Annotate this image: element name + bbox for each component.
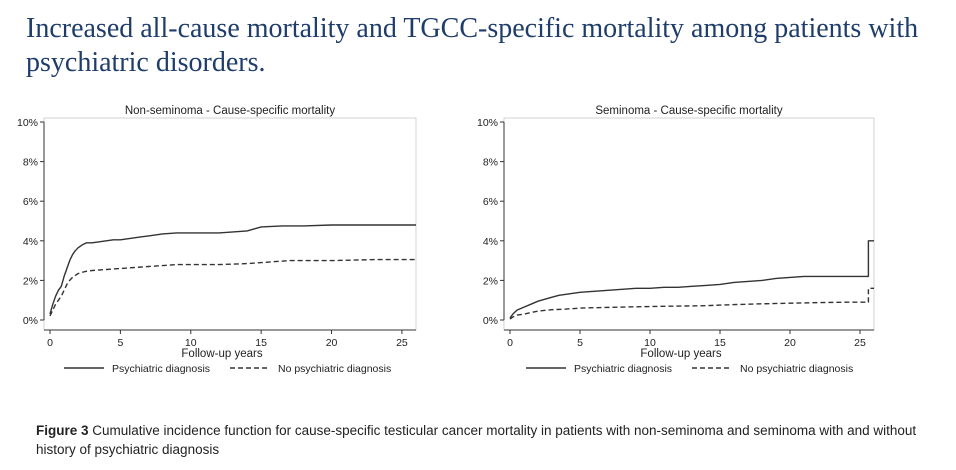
series-line-no-psychiatric [49,258,416,317]
legend-label: No psychiatric diagnosis [740,363,853,375]
x-tick-label: 5 [577,337,583,349]
slide-title: Increased all-cause mortality and TGCC-s… [26,13,919,78]
series-line-psychiatric [49,224,416,315]
y-tick-label: 10% [477,117,498,129]
x-tick-label: 25 [854,337,866,349]
plot-frame [43,117,417,331]
legend-label: Psychiatric diagnosis [574,363,672,375]
x-tick-label: 20 [326,337,338,349]
y-tick-label: 2% [23,275,38,287]
x-tick-label: 15 [255,337,267,349]
y-tick-label: 4% [23,236,38,248]
y-tick-label: 8% [23,157,38,169]
charts-canvas: Non-seminoma - Cause-specific mortality … [17,105,875,375]
figure-caption: Figure 3 Cumulative incidence function f… [36,421,936,459]
y-tick-label: 10% [17,117,38,129]
chart-title: Non-seminoma - Cause-specific mortality [125,105,336,117]
chart-title: Seminoma - Cause-specific mortality [595,105,783,117]
legend-label: Psychiatric diagnosis [112,363,210,375]
x-tick-label: 25 [396,337,408,349]
y-tick-label: 0% [483,315,498,327]
x-tick-label: 5 [117,337,123,349]
y-tick-label: 4% [483,236,498,248]
y-tick-label: 6% [483,196,498,208]
series-line-no-psychiatric [509,287,874,320]
y-tick-label: 8% [483,157,498,169]
x-tick-label: 0 [507,337,513,349]
x-axis-label: Follow-up years [640,348,721,360]
y-tick-label: 2% [483,275,498,287]
x-tick-label: 15 [714,337,726,349]
caption-text: Cumulative incidence function for cause-… [36,423,917,457]
figure-label: Figure 3 [36,423,89,438]
chart-panel-seminoma: Seminoma - Cause-specific mortality Foll… [477,105,875,375]
x-tick-label: 20 [784,337,796,349]
x-tick-label: 10 [644,337,656,349]
chart-panel-non-seminoma: Non-seminoma - Cause-specific mortality … [17,105,417,375]
series-line-psychiatric [509,240,874,319]
x-tick-label: 10 [185,337,197,349]
x-tick-label: 0 [47,337,53,349]
legend-label: No psychiatric diagnosis [278,363,391,375]
plot-frame [503,117,875,331]
x-axis-label: Follow-up years [181,348,262,360]
y-tick-label: 0% [23,315,38,327]
y-tick-label: 6% [23,196,38,208]
